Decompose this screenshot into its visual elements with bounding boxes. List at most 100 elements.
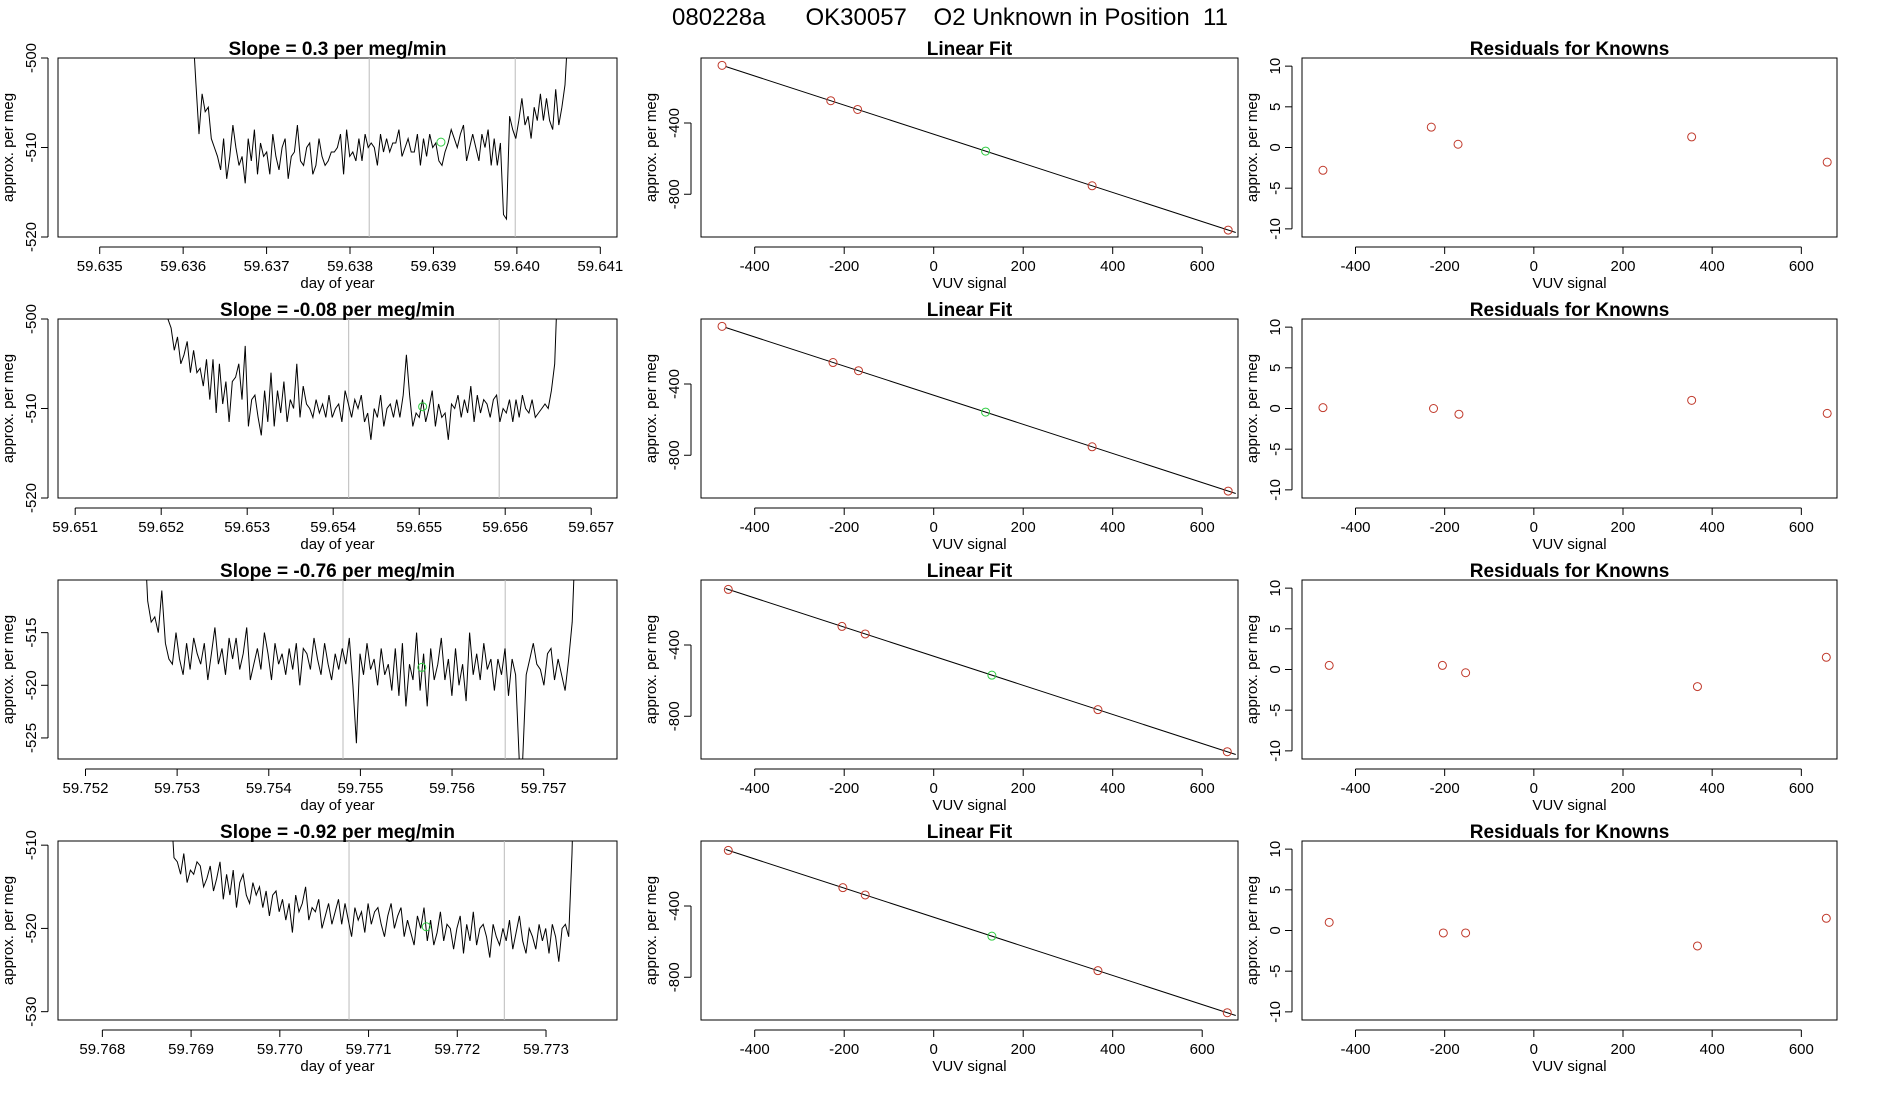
x-tick-label: 600 [1190,780,1215,797]
y-tick-label: -800 [666,701,683,731]
figure-title: 080228a OK30057 O2 Unknown in Position 1… [672,4,1228,31]
x-tick-label: 600 [1789,519,1814,536]
residual-point [1822,157,1832,167]
x-tick-label: 59.770 [257,1041,303,1058]
plot-content [1324,652,1831,692]
plot-frame [700,57,1239,238]
x-tick-label: -200 [1430,1041,1460,1058]
plot-frame [1301,840,1838,1021]
panel-grid: Slope = 0.3 per meg/min 59.635 59.636 59.63… [0,39,1838,1075]
panel-title: Linear Fit [927,561,1013,582]
plot-content [723,845,1236,1018]
known-point [1093,705,1103,715]
known-point [723,845,733,855]
x-tick-label: 59.756 [429,780,475,797]
panel-r2-c2: Residuals for Knowns -400 -200 0 200 400 600 VU… [1244,561,1838,814]
x-tick-label: 200 [1610,1041,1635,1058]
panel-title: Linear Fit [927,822,1013,843]
x-tick-label: 400 [1700,1041,1725,1058]
y-tick-label: -400 [666,369,683,399]
known-point [826,96,836,106]
x-tick-label: -400 [740,1041,770,1058]
known-point [854,366,864,376]
y-tick-label: 5 [1267,103,1284,111]
y-axis-label: approx. per meg [1244,615,1261,724]
y-axis-label: approx. per meg [1244,93,1261,202]
signal-trace [146,580,575,759]
x-tick-label: 59.638 [327,258,373,275]
signal-trace [167,319,557,440]
unknown-mean-point [436,137,446,147]
unknown-point [981,407,991,417]
regression-line [725,327,1236,494]
y-tick-label: 5 [1267,625,1284,633]
plot-frame [700,579,1239,760]
x-tick-label: 600 [1789,258,1814,275]
x-axis-label: VUV signal [1532,1058,1606,1075]
x-tick-label: 0 [1530,519,1538,536]
x-axis-label: day of year [300,797,374,814]
x-tick-label: 59.652 [138,519,184,536]
panel-title: Slope = 0.3 per meg/min [228,39,446,60]
x-tick-label: 59.773 [523,1041,569,1058]
plot-content [717,321,1236,496]
plot-content [723,584,1236,757]
y-tick-label: -525 [23,723,40,753]
x-axis-label: day of year [300,536,374,553]
residual-point [1426,122,1436,132]
x-tick-label: -400 [740,780,770,797]
signal-trace [193,58,568,221]
x-tick-label: 59.752 [63,780,109,797]
residual-point [1438,928,1448,938]
plot-content [167,319,557,498]
plot-frame [57,318,618,499]
y-tick-label: -510 [23,830,40,860]
y-tick-label: 10 [1267,841,1284,858]
x-tick-label: 600 [1789,1041,1814,1058]
y-axis-label: approx. per meg [643,354,660,463]
x-tick-label: -200 [829,258,859,275]
regression-line [725,849,1236,1016]
known-point [828,358,838,368]
x-tick-label: 600 [1190,1041,1215,1058]
x-tick-label: -400 [1340,258,1370,275]
plot-content [1318,122,1832,175]
y-tick-label: 0 [1267,926,1284,934]
known-point [1087,181,1097,191]
plot-frame [57,57,618,238]
known-point [1222,1008,1232,1018]
x-tick-label: 200 [1011,1041,1036,1058]
x-tick-label: 59.635 [77,258,123,275]
y-tick-label: 5 [1267,364,1284,372]
y-tick-label: -510 [23,132,40,162]
known-point [1223,486,1233,496]
residual-point [1821,652,1831,662]
y-axis-label: approx. per meg [0,93,17,202]
y-tick-label: -520 [23,222,40,252]
known-point [1087,442,1097,452]
panel-r0-c1: Linear Fit -400 -200 0 200 400 600 VUV signal -4… [643,39,1239,292]
x-tick-label: 0 [930,519,938,536]
y-tick-label: -5 [1267,704,1284,717]
plot-frame [1301,318,1838,499]
panel-title: Residuals for Knowns [1470,822,1670,843]
panel-r3-c2: Residuals for Knowns -400 -200 0 200 400 600 VU… [1244,822,1838,1075]
y-axis-label: approx. per meg [0,876,17,985]
y-tick-label: -800 [666,179,683,209]
x-tick-label: 59.637 [244,258,290,275]
x-tick-label: -200 [1430,519,1460,536]
x-axis-label: VUV signal [1532,536,1606,553]
panel-title: Residuals for Knowns [1470,561,1670,582]
y-tick-label: -5 [1267,182,1284,195]
x-tick-label: -200 [829,519,859,536]
x-tick-label: 59.772 [434,1041,480,1058]
x-tick-label: 59.753 [154,780,200,797]
x-tick-label: 59.655 [396,519,442,536]
plot-frame [1301,57,1838,238]
y-tick-label: 0 [1267,404,1284,412]
y-tick-label: -10 [1267,479,1284,501]
x-tick-label: 59.640 [494,258,540,275]
y-axis-label: approx. per meg [0,615,17,724]
x-tick-label: 59.641 [577,258,623,275]
